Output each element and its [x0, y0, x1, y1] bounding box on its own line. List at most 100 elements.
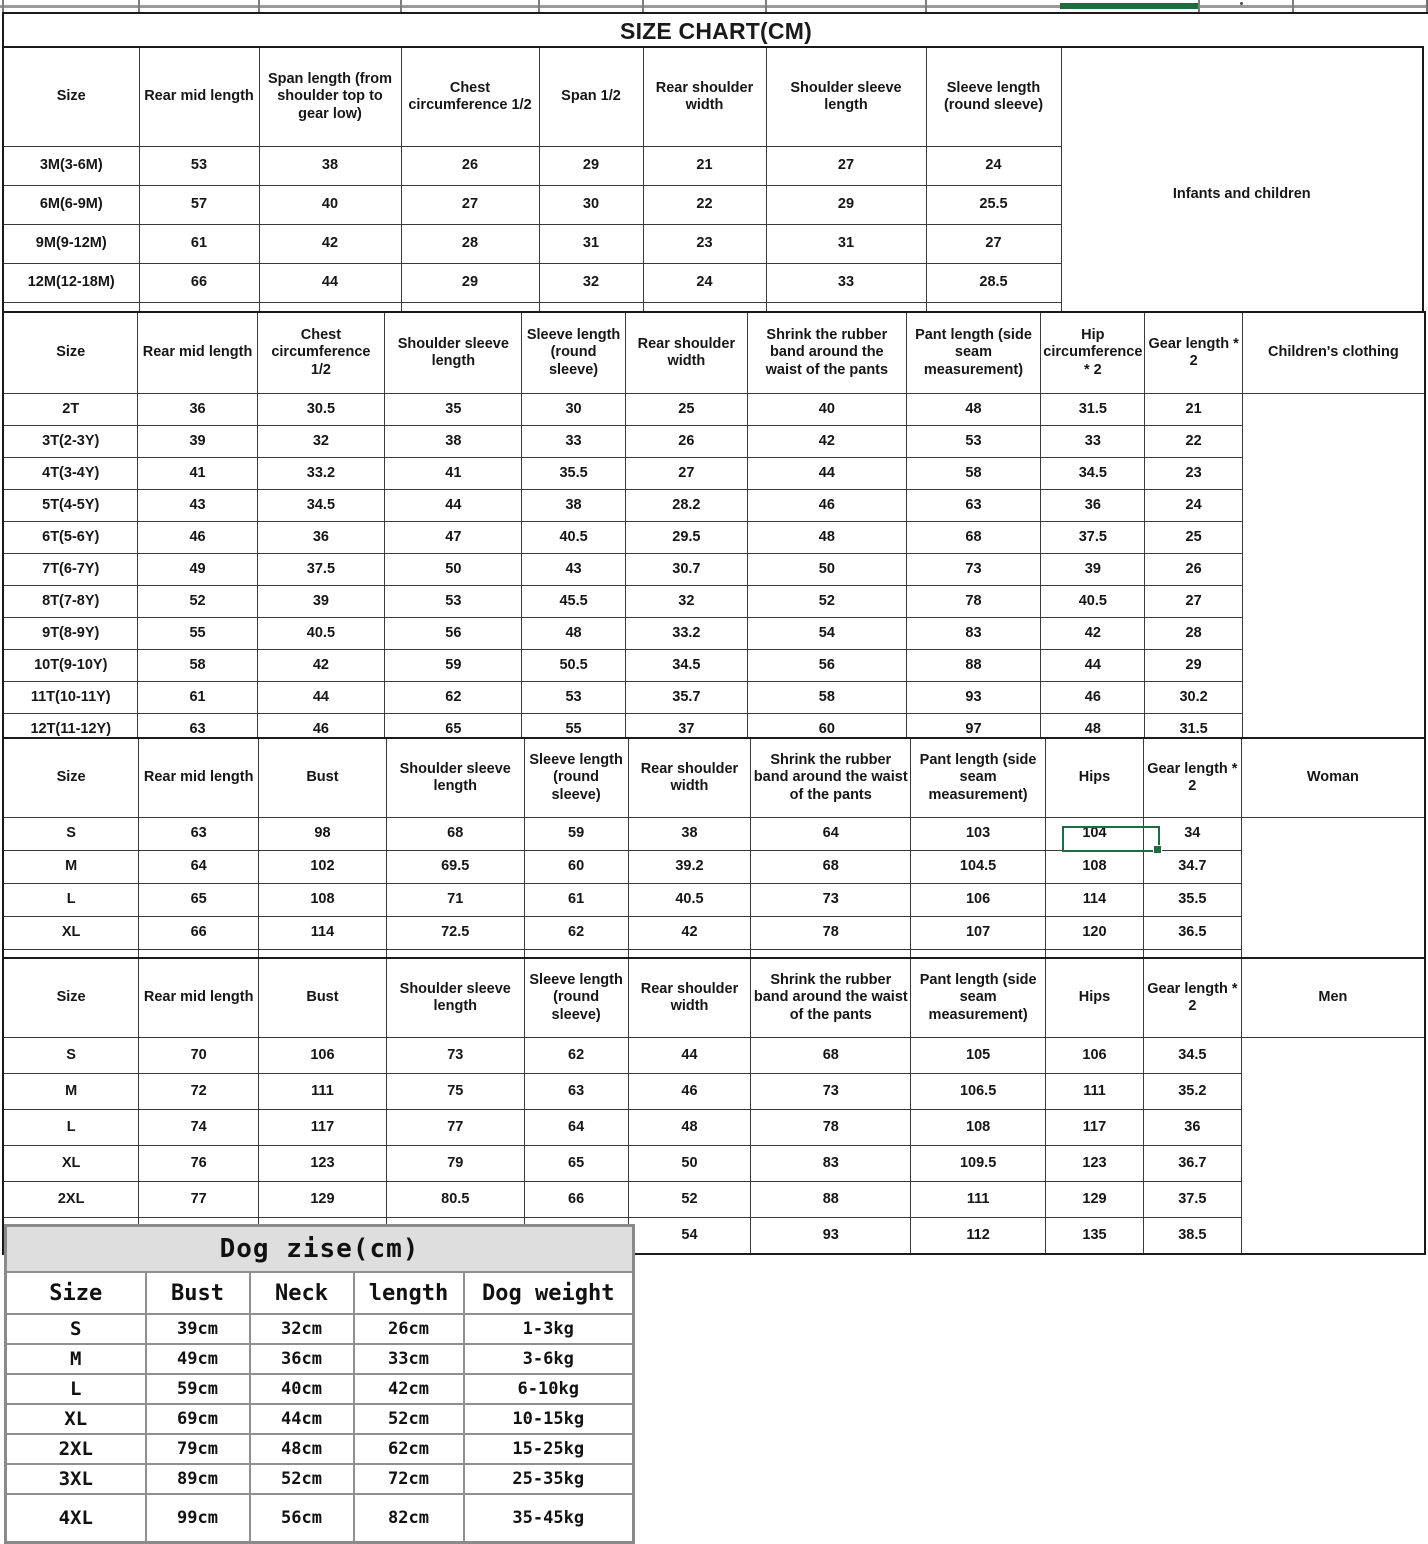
cell-value: 63 — [138, 817, 260, 851]
dog-cell-size: M — [4, 1343, 147, 1375]
cell-value: 73 — [750, 883, 912, 917]
cell-value: 107 — [910, 916, 1047, 950]
cell-value: 69.5 — [385, 850, 525, 884]
cell-value: 44 — [747, 457, 907, 490]
column-divider-tick[interactable] — [1198, 0, 1200, 12]
chart-title-bar: SIZE CHART(CM) — [2, 12, 1428, 48]
column-divider-tick[interactable] — [538, 0, 540, 12]
cell-value: 31 — [538, 224, 644, 264]
table-row: 10T(9-10Y) 58 42 59 50.5 34.5 56 88 44 29 — [2, 649, 1425, 682]
cell-value: 39 — [256, 585, 386, 618]
cell-value: 71 — [385, 883, 525, 917]
cell-value: 39 — [1040, 553, 1146, 586]
cell-value: 24 — [1144, 489, 1243, 522]
cell-value: 53 — [384, 585, 523, 618]
cell-value: 106 — [1045, 1037, 1144, 1074]
column-divider-tick[interactable] — [2, 0, 4, 12]
cell-value: 59 — [523, 817, 629, 851]
col-header-hips: Hip circumference * 2 — [1040, 311, 1146, 394]
cell-value: 73 — [750, 1073, 912, 1110]
cell-value: 48 — [627, 1109, 752, 1146]
cell-value: 129 — [258, 1181, 387, 1218]
cell-value: 27 — [925, 224, 1062, 264]
cell-size: 3T(2-3Y) — [2, 425, 139, 458]
cell-value: 29 — [1144, 649, 1243, 682]
cell-value: 30.7 — [624, 553, 749, 586]
cell-value: 32 — [624, 585, 749, 618]
cell-value: 28 — [400, 224, 540, 264]
cell-value: 53 — [521, 681, 626, 714]
cell-value: 22 — [1144, 425, 1243, 458]
dog-cell-value: 3-6kg — [462, 1343, 635, 1375]
dog-col-header-length: length — [352, 1271, 465, 1315]
column-divider-tick[interactable] — [138, 0, 140, 12]
category-label-infants: Infants and children — [1060, 46, 1424, 343]
cell-value: 68 — [750, 1037, 912, 1074]
cell-value: 50 — [747, 553, 907, 586]
cell-value: 93 — [905, 681, 1042, 714]
cell-value: 42 — [258, 224, 402, 264]
col-header-bust: Chest circumference 1/2 — [256, 311, 386, 394]
dog-cell-value: 35-45kg — [462, 1493, 635, 1544]
cell-value: 42 — [627, 916, 752, 950]
col-header-size: Size — [2, 46, 140, 147]
cell-value: 56 — [747, 649, 907, 682]
cell-value: 37.5 — [256, 553, 386, 586]
cell-value: 35.5 — [1142, 883, 1242, 917]
excel-column-header-strip[interactable] — [0, 0, 1428, 14]
cell-value: 53 — [905, 425, 1042, 458]
cell-value: 44 — [258, 263, 402, 303]
cell-value: 36.7 — [1142, 1145, 1242, 1182]
cell-size: 12M(12-18M) — [2, 263, 140, 303]
cell-value: 27 — [765, 146, 927, 186]
col-header-shoulder-sleeve-length: Shoulder sleeve length — [384, 311, 523, 394]
table-row: M 72 111 75 63 46 73 106.5 111 35.2 — [2, 1073, 1425, 1110]
cell-value: 68 — [905, 521, 1042, 554]
category-label-woman: Woman — [1240, 737, 1426, 818]
dog-cell-value: 15-25kg — [462, 1433, 635, 1465]
dog-cell-size: XL — [4, 1403, 147, 1435]
cell-value: 40.5 — [1040, 585, 1146, 618]
column-divider-tick[interactable] — [642, 0, 644, 12]
column-divider-tick[interactable] — [258, 0, 260, 12]
cell-value: 33 — [521, 425, 626, 458]
column-divider-tick[interactable] — [925, 0, 927, 12]
dog-col-header-size: Size — [4, 1271, 147, 1315]
dog-cell-size: S — [4, 1313, 147, 1345]
cell-value: 80.5 — [385, 1181, 525, 1218]
column-divider-tick[interactable] — [400, 0, 402, 12]
cell-size: 3M(3-6M) — [2, 146, 140, 186]
dog-table-title: Dog zise(cm) — [4, 1224, 635, 1273]
col-header-gear-length: Gear length * 2 — [1142, 957, 1242, 1038]
dog-cell-value: 56cm — [248, 1493, 355, 1544]
col-header-bust: Bust — [258, 737, 387, 818]
cell-value: 35.5 — [521, 457, 626, 490]
col-header-shoulder-sleeve-length: Shoulder sleeve length — [385, 957, 525, 1038]
category-label-children: Children's clothing — [1241, 311, 1426, 394]
col-header-rear-shoulder-width: Rear shoulder width — [627, 737, 752, 818]
dog-col-header-neck: Neck — [248, 1271, 355, 1315]
cell-size: 8T(7-8Y) — [2, 585, 139, 618]
selected-column-highlight[interactable] — [1060, 3, 1198, 9]
cell-value: 26 — [624, 425, 749, 458]
col-header-rear-mid-length: Rear mid length — [137, 311, 258, 394]
cell-value: 44 — [1040, 649, 1146, 682]
table-row: 11T(10-11Y) 61 44 62 53 35.7 58 93 46 30.2 — [2, 681, 1425, 714]
col-header-shrink-rubber-band: Shrink the rubber band around the waist … — [750, 957, 912, 1038]
cell-value: 83 — [905, 617, 1042, 650]
dog-cell-value: 59cm — [144, 1373, 251, 1405]
table-row: 3M(3-6M) 53 38 26 29 21 27 24 — [2, 146, 1423, 186]
dog-cell-value: 10-15kg — [462, 1403, 635, 1435]
dog-cell-value: 32cm — [248, 1313, 355, 1345]
cell-value: 36.5 — [1142, 916, 1242, 950]
column-divider-tick[interactable] — [765, 0, 767, 12]
col-header-bust: Bust — [258, 957, 387, 1038]
cell-value: 62 — [384, 681, 523, 714]
col-header-sleeve-length: Sleeve length (round sleeve) — [521, 311, 626, 394]
cell-value: 31.5 — [1040, 393, 1146, 426]
cell-value: 72.5 — [385, 916, 525, 950]
table-row: 7T(6-7Y) 49 37.5 50 43 30.7 50 73 39 26 — [2, 553, 1425, 586]
column-divider-tick[interactable] — [1292, 0, 1294, 12]
cell-value: 34.5 — [1142, 1037, 1242, 1074]
table-row: 3T(2-3Y) 39 32 38 33 26 42 53 33 22 — [2, 425, 1425, 458]
